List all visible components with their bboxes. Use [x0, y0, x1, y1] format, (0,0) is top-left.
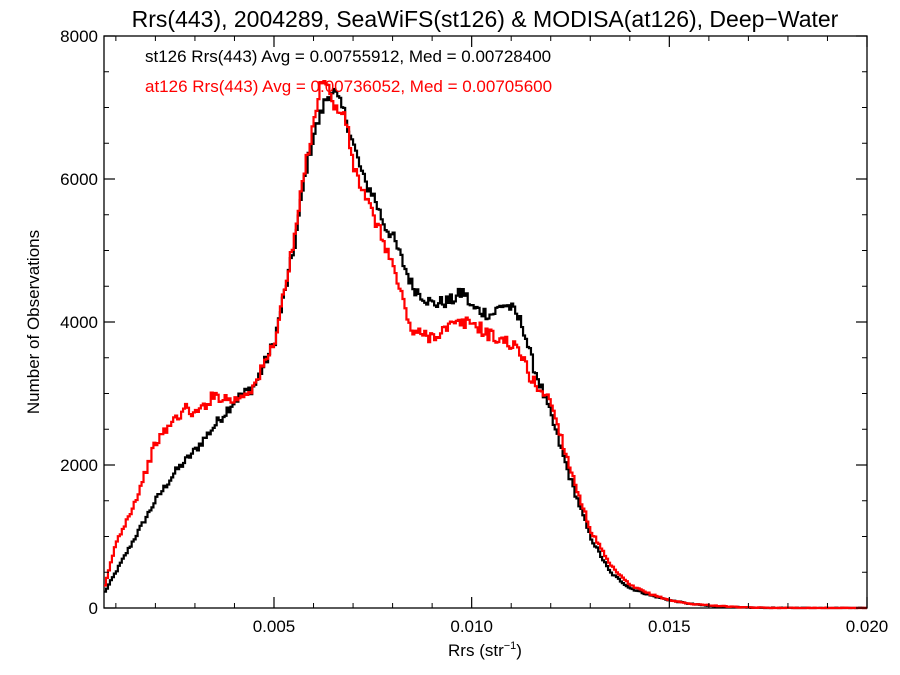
y-tick-label: 2000	[60, 456, 98, 475]
y-tick-label: 0	[89, 599, 98, 618]
x-tick-label: 0.005	[253, 617, 296, 636]
x-tick-label: 0.020	[846, 617, 889, 636]
chart-title: Rrs(443), 2004289, SeaWiFS(st126) & MODI…	[132, 6, 839, 32]
series-line-at126	[104, 79, 867, 610]
y-tick-label: 6000	[60, 170, 98, 189]
x-axis-label: Rrs (str−1)	[448, 640, 522, 660]
x-tick-label: 0.010	[450, 617, 493, 636]
annotation-st126: st126 Rrs(443) Avg = 0.00755912, Med = 0…	[145, 47, 551, 66]
plot-frame	[103, 35, 868, 609]
y-axis-label: Number of Observations	[24, 230, 43, 414]
annotation-at126: at126 Rrs(443) Avg = 0.00736052, Med = 0…	[145, 77, 552, 96]
axis-ticks: 0.005 0.010 0.015 0.020 0 2000 4000 6000 8000	[60, 27, 888, 636]
series-layer	[104, 79, 867, 610]
series-line-st126	[104, 87, 867, 610]
y-tick-label: 4000	[60, 313, 98, 332]
y-tick-label: 8000	[60, 27, 98, 46]
x-tick-label: 0.015	[648, 617, 691, 636]
